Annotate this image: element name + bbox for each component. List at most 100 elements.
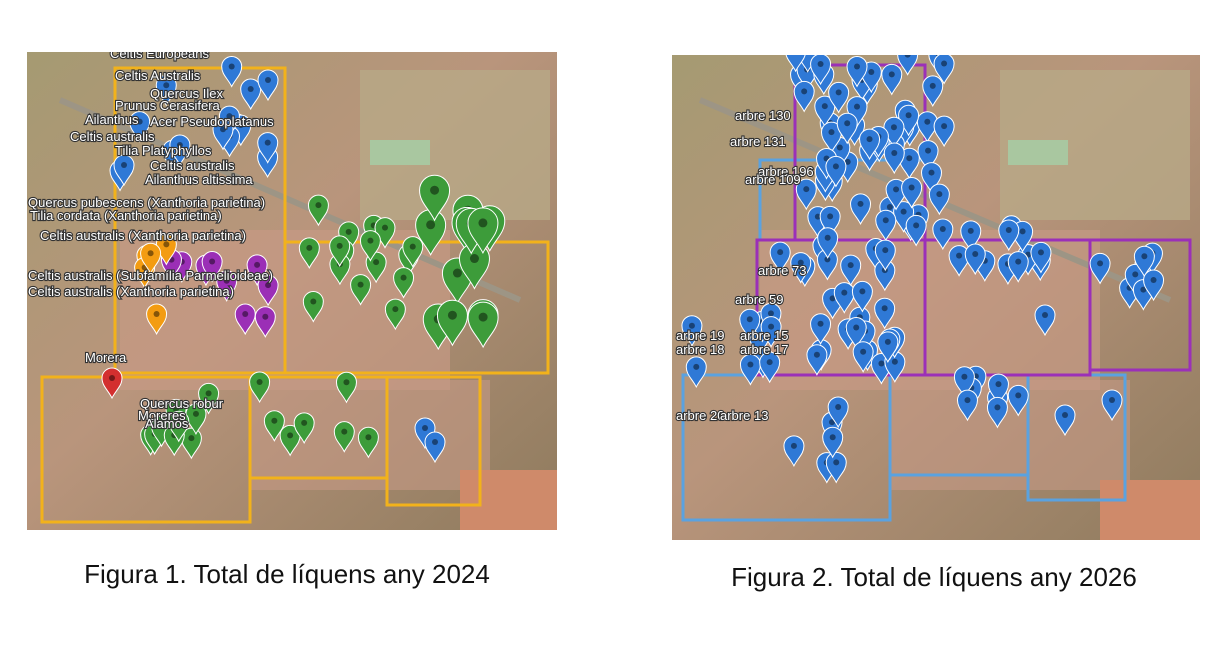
pin-dot [961,373,968,380]
pin [1101,389,1123,422]
pin [759,351,781,384]
pin-dot [432,439,438,445]
pin-dot [866,136,873,143]
pin-dot [859,288,866,295]
pin [221,55,243,88]
map-label: Celtis australis [70,129,155,144]
pin [198,382,220,415]
pin-dot [223,277,230,284]
pin [263,410,285,442]
pin [240,78,262,111]
pin [874,239,896,272]
map-label: Celtis australis (Subfamília Parmelioide… [28,268,273,283]
caption: Figura 2. Total de líquens any 2026 [731,562,1137,592]
pin-dot [925,147,932,154]
pin-dot [956,252,963,259]
pin [933,115,955,148]
pin-dot [891,149,898,156]
pin [146,303,168,336]
pin-dot [853,324,860,331]
pin [833,282,855,314]
map-label: Celtis australis [150,158,235,173]
pin-dot [301,419,308,426]
pin [436,299,468,347]
pin-dot [888,71,895,78]
pin-dot [835,89,842,96]
pin [760,316,782,348]
pin [905,214,927,247]
pin [257,132,279,164]
pin-dot [478,312,488,322]
pin-dot [262,313,269,320]
pin [279,424,301,457]
pin [201,251,223,283]
map-label: Ailanthus [85,112,139,127]
pin [875,209,897,242]
pin [827,396,849,429]
zone [113,66,287,375]
pin-dot [904,55,911,58]
pin [168,410,190,443]
map-label: arbre 20 [676,408,724,423]
map-label: arbre 73 [758,263,806,278]
pin-dot [1140,286,1147,293]
pin [960,220,982,252]
pin-dot [886,203,893,210]
pin-dot [900,208,907,215]
pin-dot [817,320,824,327]
pin-dot [746,316,753,323]
pin-dot [939,225,946,232]
map-label: Tilia cordata (Xanthoria parietina) [30,208,222,223]
pin-dot [265,77,271,83]
pin [883,142,905,175]
pin [246,254,268,287]
map-label: arbre 59 [735,292,783,307]
pin-dot [906,155,913,162]
pin-dot [693,363,700,370]
pin-dot [469,254,479,264]
pin-dot [336,242,343,249]
map-label: Prunus Cerasifera [115,98,221,113]
pin [302,290,324,323]
pin-dot [158,423,165,430]
pin [129,111,151,143]
map-label: Quercus pubescens (Xanthoria parietina) [28,195,265,210]
pin-dot [814,213,821,220]
pin-dot [1132,271,1139,278]
pin-dot [929,82,936,89]
pin [1133,245,1155,278]
pin-dot [271,417,278,424]
pin-dot [430,185,440,195]
map-1: Celtis Europeans Celtis Australis Quercus … [27,52,557,530]
pin-dot [833,459,840,466]
pin [998,219,1020,252]
pin-dot [821,103,828,110]
pin-dot [163,82,170,89]
pin-dot [175,418,182,425]
pin-dot [254,261,261,268]
map-label: Celtis australis (Xanthoria parietina) [28,284,234,299]
pin-dot [237,122,244,129]
pin [180,427,202,460]
pin [169,134,191,167]
pin-dot [817,61,824,68]
pin-dot [1109,397,1115,403]
pin-dot [813,351,820,358]
pin [840,254,862,287]
pin-dot [832,163,839,170]
map-label: arbre 131 [730,134,786,149]
pin [335,371,357,404]
pin [424,431,446,464]
pin-dot [829,419,836,426]
pin-dot [343,379,350,386]
pin-dot [228,63,235,70]
pin-dot [220,126,227,133]
pin-dot [801,88,808,95]
pin [254,306,276,338]
pin-dot [192,410,199,417]
pin-dot [747,361,754,368]
pin-dot [345,228,352,235]
pin-dot [426,220,436,230]
pin [155,74,177,107]
